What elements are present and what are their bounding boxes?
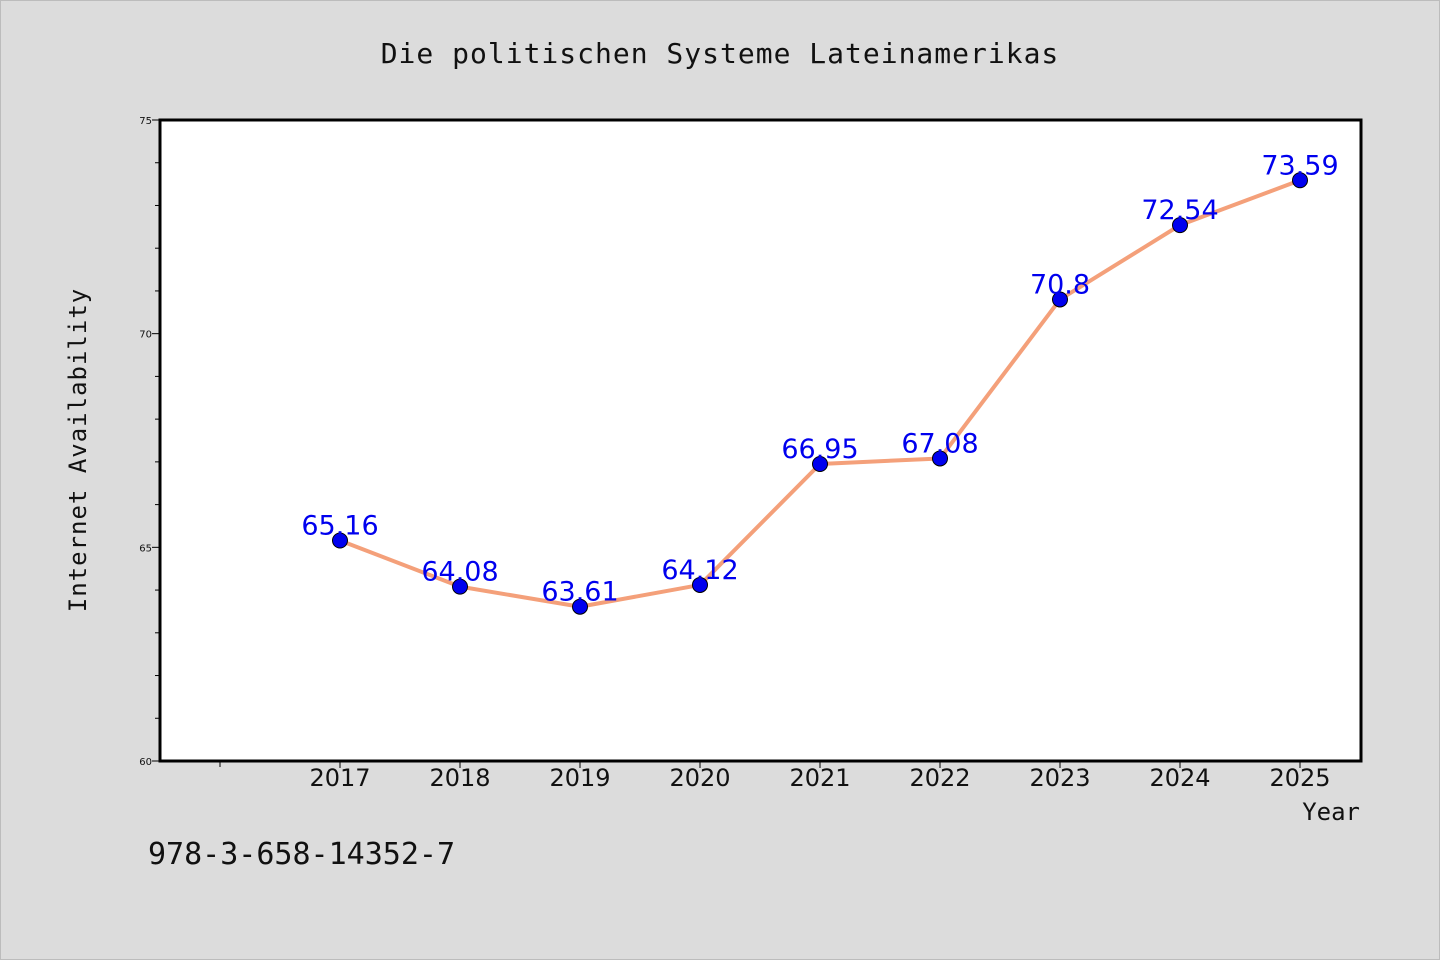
data-point	[1292, 172, 1308, 189]
data-point	[1052, 291, 1068, 308]
x-tick-label: 2023	[1029, 764, 1090, 792]
data-label: 63.61	[541, 577, 618, 608]
data-point	[812, 456, 828, 473]
series-layer: 65.16 64.08 63.61 64.12 66.95 67.08 70.8 72.54 7…	[301, 150, 1339, 615]
plot-area	[158, 118, 1363, 763]
chart-title: Die politischen Systeme Lateinamerikas	[381, 37, 1060, 70]
data-label: 70.8	[1030, 269, 1090, 300]
x-tick-label: 2025	[1269, 764, 1330, 792]
data-label: 67.08	[901, 428, 978, 459]
data-point	[1172, 217, 1188, 234]
data-label: 73.59	[1261, 150, 1338, 181]
x-tick-label: 2020	[669, 764, 730, 792]
data-label: 64.08	[421, 557, 498, 588]
x-tick-label: 2022	[909, 764, 970, 792]
data-label: 64.12	[661, 555, 738, 586]
data-point	[452, 578, 468, 595]
x-tick-label: 2019	[549, 764, 610, 792]
x-axis: 2017 2018 2019 2020 2021 2022 2023 2024 2025	[219, 761, 1331, 792]
x-tick-label: 2018	[429, 764, 490, 792]
y-axis-label: Internet Availability	[64, 288, 92, 612]
data-label: 65.16	[301, 510, 378, 541]
data-label: 66.95	[781, 434, 858, 465]
y-axis: 60 65 70 75	[139, 116, 160, 768]
data-label: 72.54	[1141, 195, 1218, 226]
data-point	[572, 598, 588, 615]
y-tick-label: 65	[139, 543, 152, 554]
data-point	[932, 450, 948, 467]
x-axis-label: Year	[1302, 798, 1360, 826]
x-tick-label: 2024	[1149, 764, 1210, 792]
data-point	[692, 576, 708, 593]
x-tick-label: 2017	[309, 764, 370, 792]
footer-isbn: 978-3-658-14352-7	[148, 837, 455, 872]
data-point	[332, 532, 348, 549]
y-tick-label: 70	[139, 330, 152, 341]
y-tick-label: 60	[139, 757, 152, 768]
x-tick-label: 2021	[789, 764, 850, 792]
y-tick-label: 75	[139, 116, 152, 127]
